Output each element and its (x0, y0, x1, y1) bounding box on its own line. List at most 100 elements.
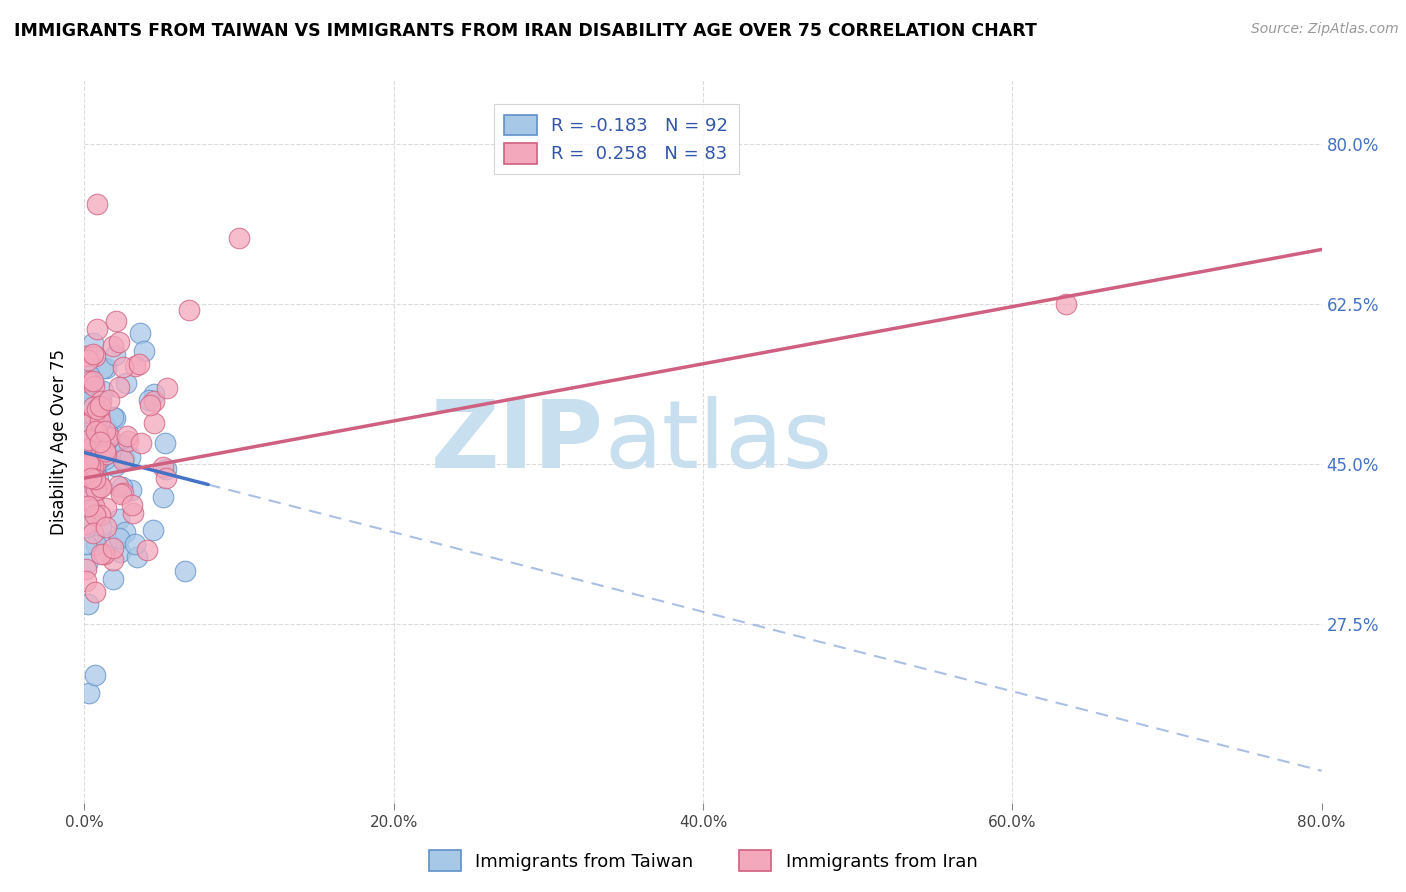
Point (96, 447, 118, 461)
Point (107, 479, 129, 493)
Point (75, 562, 97, 576)
Point (87, 472, 110, 486)
Point (77, 352, 100, 367)
Text: ZIP: ZIP (432, 395, 605, 488)
Point (100, 440, 122, 454)
Point (79, 477, 101, 491)
Point (75, 429, 97, 443)
Point (142, 524, 165, 538)
Point (90, 547, 112, 561)
Point (132, 343, 155, 358)
Point (75, 456, 97, 470)
Point (94, 447, 117, 461)
Point (82, 429, 104, 443)
Point (93, 444, 115, 458)
Point (114, 376, 136, 391)
Point (76, 417, 98, 431)
Point (77, 396, 100, 410)
Point (83, 409, 105, 423)
Point (90, 480, 112, 494)
Point (89, 435, 111, 450)
Point (84, 667, 107, 681)
Point (94, 535, 117, 549)
Point (152, 491, 174, 505)
Point (129, 326, 152, 340)
Text: IMMIGRANTS FROM TAIWAN VS IMMIGRANTS FROM IRAN DISABILITY AGE OVER 75 CORRELATIO: IMMIGRANTS FROM TAIWAN VS IMMIGRANTS FRO… (14, 22, 1038, 40)
Point (77, 433, 100, 447)
Point (89, 508, 111, 522)
Point (77, 467, 100, 482)
Point (91, 384, 114, 399)
Point (77, 491, 100, 506)
Point (94, 424, 117, 438)
Point (98, 392, 121, 407)
Point (107, 446, 129, 460)
Point (83, 419, 105, 434)
Point (125, 549, 148, 564)
Point (94, 520, 117, 534)
Point (75, 438, 97, 452)
Point (96, 447, 118, 461)
Point (82, 416, 104, 430)
Point (77, 455, 100, 469)
Point (77, 490, 100, 504)
Point (108, 545, 131, 559)
Point (136, 542, 159, 557)
Point (101, 541, 124, 555)
Point (155, 461, 177, 475)
Point (112, 360, 135, 375)
Point (94, 418, 117, 433)
Point (77, 401, 100, 415)
Point (76, 433, 98, 447)
Point (76, 500, 98, 514)
Point (79, 461, 101, 475)
Point (91, 360, 114, 375)
Point (121, 498, 143, 512)
Point (82, 374, 104, 388)
Point (120, 450, 142, 465)
Point (104, 411, 127, 425)
Point (80, 471, 103, 485)
Point (86, 479, 108, 493)
Point (83, 486, 105, 500)
Point (96, 500, 118, 515)
Y-axis label: Disability Age Over 75: Disability Age Over 75 (51, 349, 69, 534)
Legend: R = -0.183   N = 92, R =  0.258   N = 83: R = -0.183 N = 92, R = 0.258 N = 83 (494, 103, 740, 174)
Point (77, 686, 100, 700)
Point (82, 347, 104, 361)
Point (75, 516, 97, 531)
Point (90, 393, 112, 408)
Point (82, 336, 104, 351)
Point (76, 556, 98, 570)
Point (82, 392, 104, 407)
Point (143, 416, 166, 430)
Point (83, 499, 105, 513)
Point (114, 524, 136, 539)
Point (83, 350, 105, 364)
Point (75, 463, 97, 477)
Point (90, 435, 112, 450)
Point (83, 508, 105, 522)
Point (94, 361, 117, 376)
Point (86, 196, 108, 211)
Legend: Immigrants from Taiwan, Immigrants from Iran: Immigrants from Taiwan, Immigrants from … (422, 843, 984, 879)
Point (96, 433, 118, 447)
Point (79, 427, 101, 442)
Point (82, 449, 104, 463)
Point (87, 428, 110, 442)
Point (121, 506, 143, 520)
Point (75, 395, 97, 409)
Text: atlas: atlas (605, 395, 832, 488)
Point (75, 520, 97, 534)
Point (77, 597, 100, 611)
Point (80, 440, 103, 454)
Point (84, 538, 107, 552)
Point (107, 532, 129, 546)
Point (101, 553, 124, 567)
Point (103, 410, 125, 425)
Point (111, 437, 134, 451)
Point (84, 472, 107, 486)
Point (79, 458, 101, 472)
Point (89, 414, 111, 428)
Point (112, 450, 135, 465)
